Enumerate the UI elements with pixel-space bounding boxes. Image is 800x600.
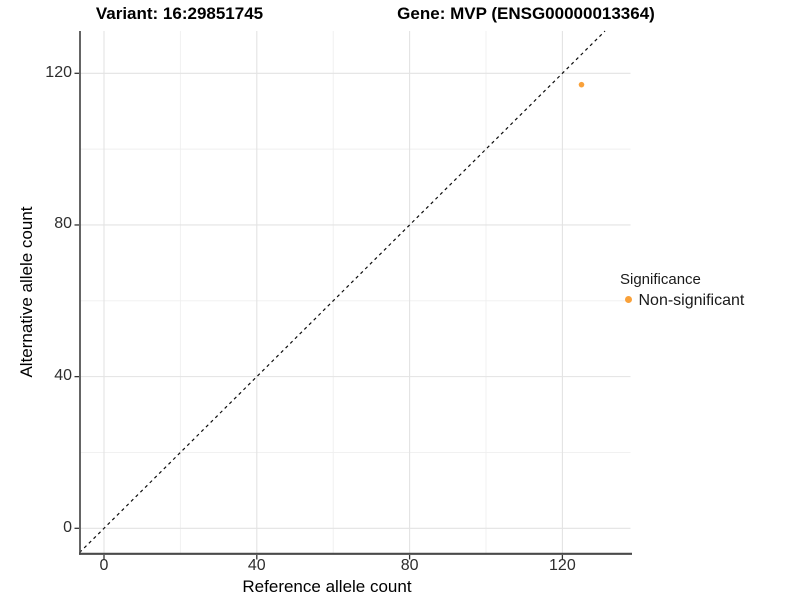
legend-title: Significance — [620, 271, 701, 288]
y-tick-label: 40 — [54, 367, 72, 385]
variant-title: Variant: 16:29851745 — [95, 4, 264, 23]
x-tick-label: 80 — [400, 557, 419, 574]
legend-item-label: Non-significant — [638, 291, 745, 309]
gene-title: Gene: MVP (ENSG00000013364) — [397, 4, 655, 23]
data-point — [578, 81, 585, 88]
y-tick-label: 80 — [54, 215, 72, 233]
x-axis-title: Reference allele count — [242, 577, 412, 596]
x-tick-label: 40 — [247, 557, 266, 574]
y-tick-label: 120 — [45, 63, 72, 81]
identity-reference-line — [79, 30, 606, 554]
x-tick-label: 120 — [549, 557, 576, 574]
legend-key-dot — [625, 296, 633, 304]
y-axis-title: Alternative allele count — [17, 206, 36, 378]
x-tick-label: 0 — [99, 557, 109, 574]
y-tick-label: 0 — [63, 518, 72, 536]
